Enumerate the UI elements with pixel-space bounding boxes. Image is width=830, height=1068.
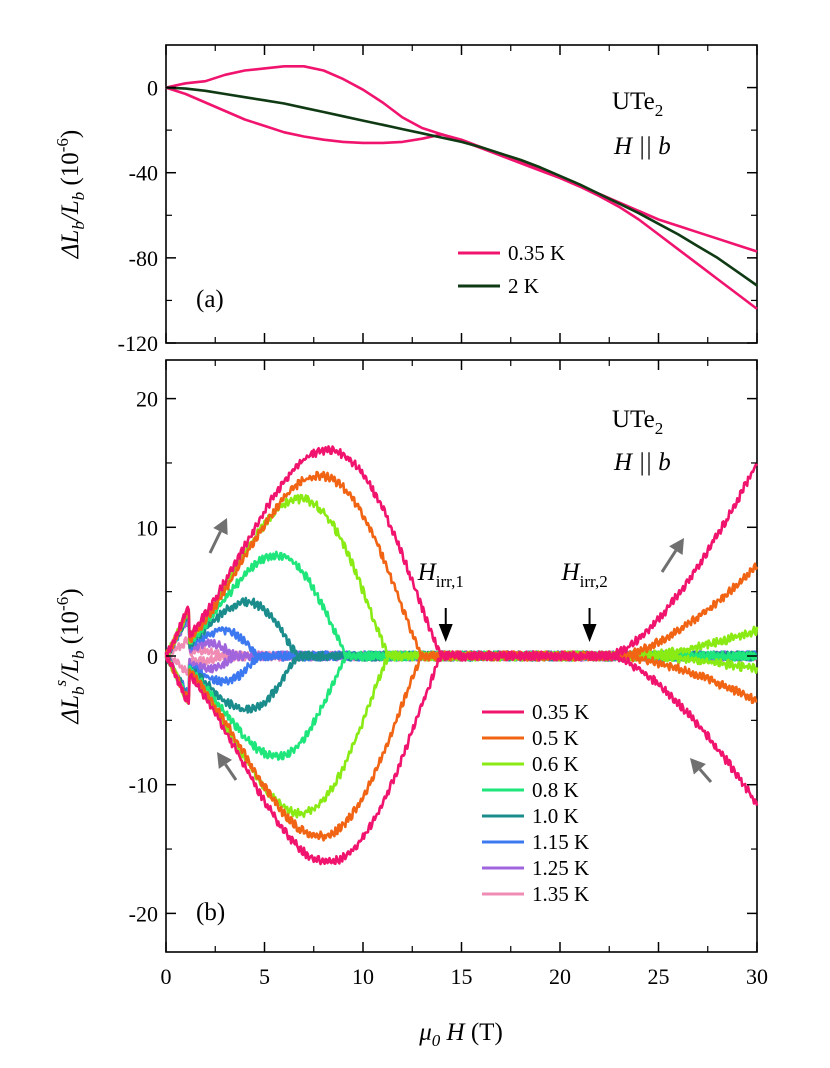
sweep-arrow-shaft-0 — [208, 530, 222, 554]
a-series-0.35K-down — [165, 86, 758, 310]
marker-label-0: Hirr,1 — [417, 559, 464, 591]
panel-b: 20 10 0 -10 -20 0 5 10 15 20 25 30 UTe2 H || b Hir… — [51, 45, 768, 1050]
legend-b-label-2: 0.6 K — [532, 752, 579, 776]
panel-b-series — [164, 445, 759, 866]
legend-b-label-0: 0.35 K — [532, 700, 589, 724]
b-xtick-label-1: 5 — [259, 964, 270, 989]
b-xtick-label-6: 30 — [746, 964, 768, 989]
marker-arrow-head-1 — [582, 624, 597, 642]
panel-b-yticks: 20 10 0 -10 -20 — [129, 387, 757, 926]
b-series-0.35K-up — [164, 445, 759, 662]
sweep-arrow-shaft-2 — [660, 549, 678, 573]
panel-b-markers: Hirr,1 Hirr,2 — [417, 559, 608, 642]
a-ytick-label-3: -120 — [118, 331, 158, 356]
legend-b-label-5: 1.15 K — [532, 830, 589, 854]
panel-a-legend: 0.35 K 2 K — [458, 241, 565, 298]
a-series-2K-both — [165, 86, 758, 287]
legend-b-label-6: 1.25 K — [532, 856, 589, 880]
marker-arrow-head-0 — [438, 624, 453, 642]
a-ytick-label-1: -40 — [129, 161, 158, 186]
panel-b-sweep-arrows — [208, 518, 713, 783]
panel-b-xticks: 0 5 10 15 20 25 30 — [161, 45, 768, 989]
panel-b-ylabel: ΔLbs/Lb (10-6) — [51, 588, 88, 724]
panel-a-yticks: 0 -40 -80 -120 — [118, 76, 757, 356]
sweep-arrow-head-0 — [213, 518, 228, 535]
panel-a-label: (a) — [196, 286, 224, 313]
b-ytick-label-4: -20 — [129, 901, 158, 926]
panel-a-frame — [165, 44, 758, 344]
legend-b-label-4: 1.0 K — [532, 804, 579, 828]
sweep-arrow-head-3 — [690, 758, 706, 775]
b-ytick-label-0: 20 — [136, 387, 158, 412]
b-series-0.35K-down — [164, 650, 759, 866]
b-xtick-label-2: 10 — [352, 964, 374, 989]
panel-b-material: UTe2 — [612, 406, 663, 438]
marker-label-1: Hirr,2 — [561, 559, 608, 591]
panel-a-ylabel: ΔLb/Lb (10-6) — [53, 130, 88, 260]
panel-b-field-direction: H || b — [613, 449, 671, 476]
legend-a-label-1: 2 K — [508, 274, 539, 298]
panel-a-field-direction: H || b — [613, 133, 671, 160]
b-xtick-label-5: 25 — [648, 964, 670, 989]
a-ytick-label-0: 0 — [147, 76, 158, 101]
panel-a-material: UTe2 — [612, 88, 663, 120]
panel-b-legend: 0.35 K0.5 K0.6 K0.8 K1.0 K1.15 K1.25 K1.… — [482, 700, 589, 906]
panel-b-label: (b) — [196, 899, 225, 926]
legend-b-label-7: 1.35 K — [532, 882, 589, 906]
b-ytick-label-1: 10 — [136, 515, 158, 540]
b-ytick-label-2: 0 — [147, 644, 158, 669]
b-xtick-label-4: 20 — [549, 964, 571, 989]
sweep-arrow-head-2 — [669, 538, 684, 555]
a-ytick-label-2: -80 — [129, 246, 158, 271]
sweep-arrow-shaft-3 — [698, 768, 713, 783]
b-xtick-label-3: 15 — [451, 964, 473, 989]
sweep-arrow-head-1 — [217, 752, 233, 769]
b-ytick-label-3: -10 — [129, 773, 158, 798]
legend-b-label-3: 0.8 K — [532, 778, 579, 802]
sweep-arrow-shaft-1 — [224, 763, 238, 781]
x-axis-label: μ0 H (T) — [418, 1019, 503, 1050]
b-xtick-label-0: 0 — [161, 964, 172, 989]
panel-a: 0 -40 -80 -120 UTe2 H || b 0.35 K 2 K (a) Δ… — [53, 44, 758, 356]
panel-a-series — [165, 65, 758, 310]
b-series-0.6K-down — [164, 650, 759, 819]
legend-b-label-1: 0.5 K — [532, 726, 579, 750]
legend-a-label-0: 0.35 K — [508, 241, 565, 265]
